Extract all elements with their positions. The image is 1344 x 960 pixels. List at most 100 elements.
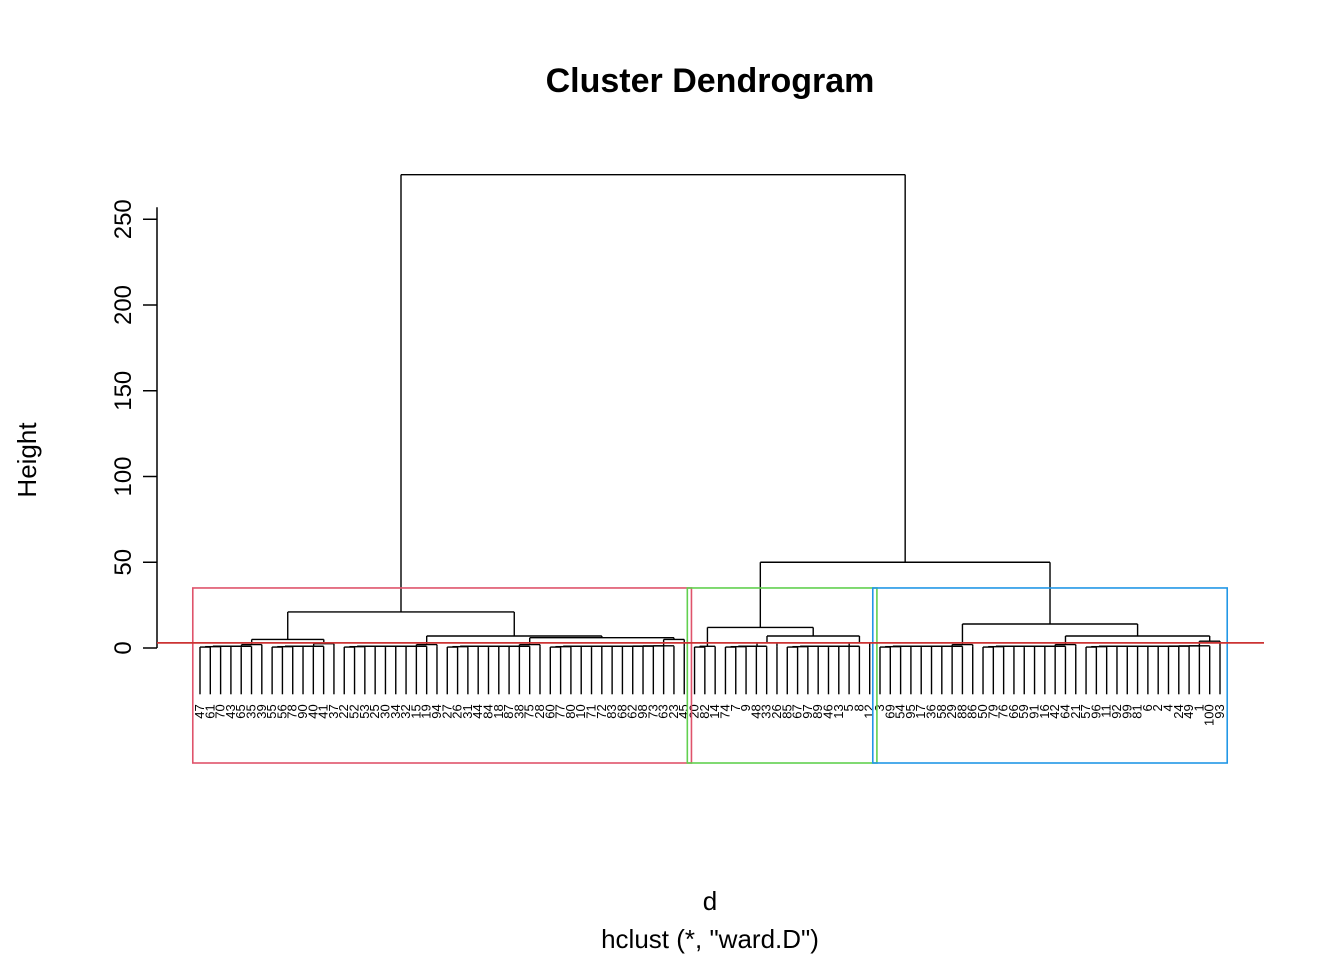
y-axis: 0 50 100 150 200 250 bbox=[110, 199, 158, 655]
leaf-label: 1 bbox=[1191, 704, 1206, 711]
leaf-label: 52 bbox=[347, 704, 362, 718]
leaf-label: 60 bbox=[542, 704, 557, 718]
leaf-label: 93 bbox=[1212, 704, 1227, 718]
leaf-label: 29 bbox=[944, 704, 959, 718]
leaf-label: 55 bbox=[264, 704, 279, 718]
leaf-label: 3 bbox=[872, 704, 887, 711]
leaf-label: 58 bbox=[934, 704, 949, 718]
leaf-label: 87 bbox=[501, 704, 516, 718]
leaf-label: 80 bbox=[563, 704, 578, 718]
leaf-label: 31 bbox=[460, 704, 475, 718]
leaf-label: 66 bbox=[1006, 704, 1021, 718]
leaf-label: 88 bbox=[954, 704, 969, 718]
leaf-label: 6 bbox=[1140, 704, 1155, 711]
leaf-label: 46 bbox=[820, 704, 835, 718]
y-tick-label: 150 bbox=[110, 371, 137, 411]
leaf-label: 41 bbox=[316, 704, 331, 718]
leaf-label: 70 bbox=[213, 704, 228, 718]
y-tick-label: 0 bbox=[110, 641, 137, 654]
leaf-label: 67 bbox=[790, 704, 805, 718]
x-axis-label: d bbox=[703, 886, 717, 916]
leaf-label: 33 bbox=[759, 704, 774, 718]
leaf-label: 13 bbox=[831, 704, 846, 718]
leaf-label: 22 bbox=[336, 704, 351, 718]
leaf-label: 75 bbox=[522, 704, 537, 718]
leaf-label: 15 bbox=[408, 704, 423, 718]
leaf-label: 91 bbox=[1027, 704, 1042, 718]
leaf-label: 30 bbox=[377, 704, 392, 718]
leaf-label: 83 bbox=[604, 704, 619, 718]
leaf-label: 62 bbox=[625, 704, 640, 718]
leaf-label: 77 bbox=[553, 704, 568, 718]
leaf-label: 61 bbox=[202, 704, 217, 718]
leaf-label: 86 bbox=[965, 704, 980, 718]
leaf-label: 37 bbox=[326, 704, 341, 718]
leaf-label: 28 bbox=[532, 704, 547, 718]
leaf-label: 36 bbox=[924, 704, 939, 718]
leaf-label: 2 bbox=[1150, 704, 1165, 711]
cluster-rectangles bbox=[191, 587, 1229, 764]
leaf-label: 84 bbox=[480, 704, 495, 718]
leaf-label: 72 bbox=[594, 704, 609, 718]
leaf-label: 89 bbox=[810, 704, 825, 718]
leaf-label: 65 bbox=[233, 704, 248, 718]
leaf-label: 82 bbox=[697, 704, 712, 718]
leaf-label: 8 bbox=[851, 704, 866, 711]
leaf-label: 39 bbox=[254, 704, 269, 718]
leaf-label: 78 bbox=[285, 704, 300, 718]
leaf-label: 97 bbox=[800, 704, 815, 718]
leaf-label: 94 bbox=[429, 704, 444, 718]
leaf-label: 26 bbox=[769, 704, 784, 718]
leaf-labels: 4761704365353955567890404137225253253034… bbox=[192, 704, 1227, 726]
leaf-label: 98 bbox=[635, 704, 650, 718]
leaf-label: 44 bbox=[470, 704, 485, 718]
cluster-rect bbox=[871, 587, 1229, 764]
leaf-label: 95 bbox=[903, 704, 918, 718]
leaf-label: 20 bbox=[687, 704, 702, 718]
leaf-label: 16 bbox=[1037, 704, 1052, 718]
leaf-label: 17 bbox=[913, 704, 928, 718]
leaf-label: 57 bbox=[1078, 704, 1093, 718]
leaf-label: 71 bbox=[584, 704, 599, 718]
dendrogram-tree bbox=[199, 173, 1221, 695]
leaf-label: 69 bbox=[882, 704, 897, 718]
leaf-label: 73 bbox=[645, 704, 660, 718]
leaf-label: 23 bbox=[666, 704, 681, 718]
y-tick-label: 50 bbox=[110, 549, 137, 576]
leaf-label: 34 bbox=[388, 704, 403, 718]
leaf-label: 49 bbox=[1181, 704, 1196, 718]
leaf-label: 42 bbox=[1047, 704, 1062, 718]
leaf-label: 26 bbox=[450, 704, 465, 718]
leaf-label: 21 bbox=[1068, 704, 1083, 718]
leaf-label: 64 bbox=[1057, 704, 1072, 718]
leaf-label: 24 bbox=[1171, 704, 1186, 718]
leaf-label: 56 bbox=[274, 704, 289, 718]
leaf-label: 59 bbox=[1016, 704, 1031, 718]
y-tick-label: 100 bbox=[110, 456, 137, 496]
leaf-label: 40 bbox=[305, 704, 320, 718]
leaf-label: 5 bbox=[841, 704, 856, 711]
leaf-label: 43 bbox=[223, 704, 238, 718]
leaf-label: 81 bbox=[1130, 704, 1145, 718]
leaf-label: 96 bbox=[1088, 704, 1103, 718]
leaf-label: 10 bbox=[573, 704, 588, 718]
leaf-label: 79 bbox=[985, 704, 1000, 718]
y-tick-label: 200 bbox=[110, 285, 137, 325]
leaf-label: 27 bbox=[439, 704, 454, 718]
leaf-label: 19 bbox=[419, 704, 434, 718]
leaf-label: 7 bbox=[728, 704, 743, 711]
cluster-rect bbox=[191, 587, 693, 764]
leaf-label: 14 bbox=[707, 704, 722, 718]
leaf-label: 11 bbox=[1099, 704, 1114, 718]
x-axis-subtitle: hclust (*, "ward.D") bbox=[601, 924, 819, 954]
cluster-rect bbox=[686, 587, 878, 764]
leaf-label: 100 bbox=[1202, 704, 1217, 726]
leaf-label: 32 bbox=[398, 704, 413, 718]
leaf-label: 25 bbox=[367, 704, 382, 718]
leaf-label: 18 bbox=[491, 704, 506, 718]
leaf-label: 53 bbox=[357, 704, 372, 718]
y-axis-label: Height bbox=[12, 422, 42, 498]
leaf-label: 92 bbox=[1109, 704, 1124, 718]
leaf-label: 74 bbox=[717, 704, 732, 718]
